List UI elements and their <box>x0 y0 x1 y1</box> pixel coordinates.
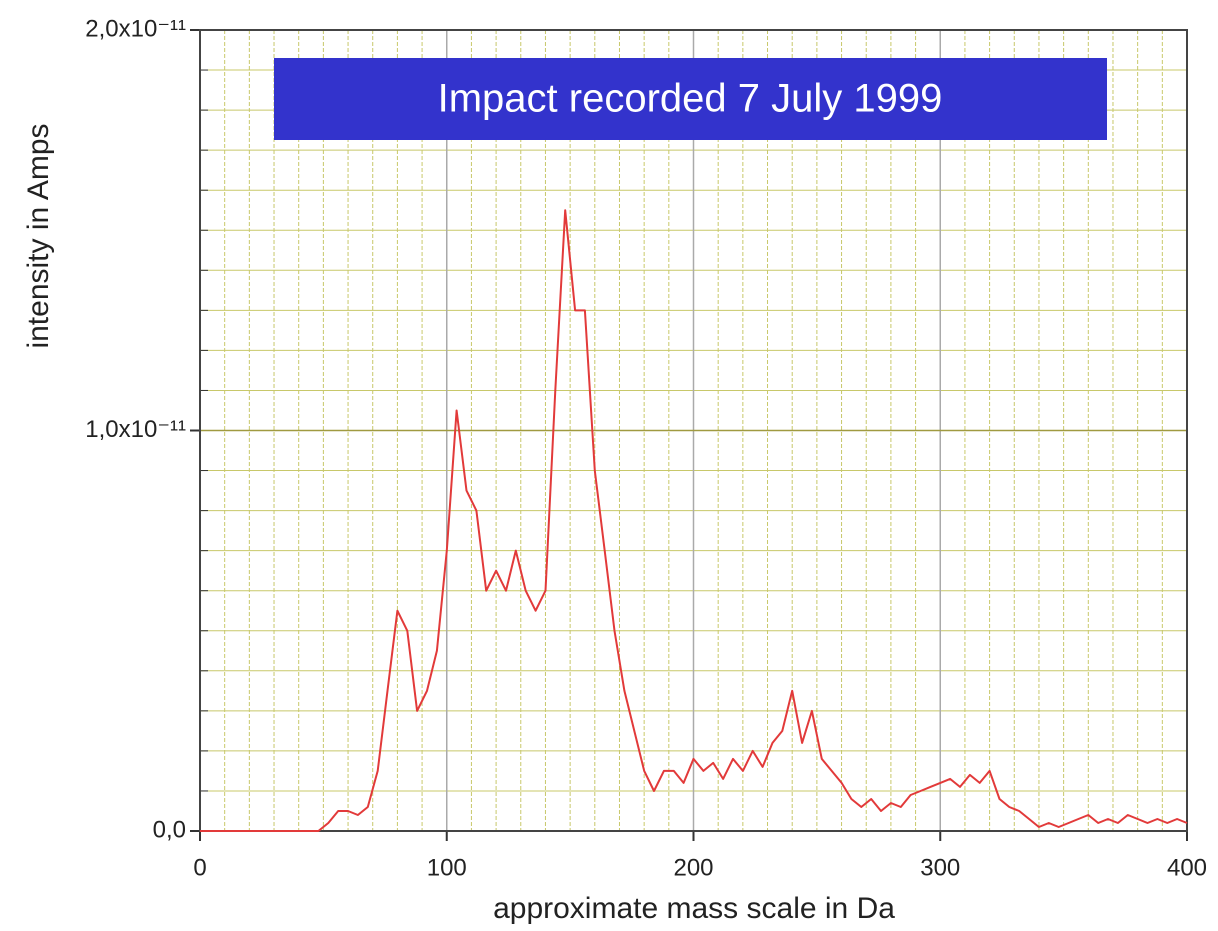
x-tick-label: 400 <box>1167 854 1207 881</box>
y-axis-label: intensity in Amps <box>22 123 55 348</box>
y-tick-label: 1,0x10⁻¹¹ <box>85 416 186 443</box>
x-tick-label: 100 <box>427 854 467 881</box>
plot-frame <box>199 29 1188 832</box>
x-tick-label: 300 <box>920 854 960 881</box>
x-tick-label: 200 <box>673 854 713 881</box>
title-box <box>274 58 1107 140</box>
y-tick-label: 0,0 <box>153 816 186 843</box>
chart-title: Impact recorded 7 July 1999 <box>438 77 943 121</box>
x-axis-label: approximate mass scale in Da <box>493 892 895 925</box>
plot: 0 100 200 300 400 0,0 1,0x10⁻¹¹ 2,0x10⁻¹¹ <box>85 15 1207 881</box>
x-tick-label: 0 <box>193 854 206 881</box>
data-line <box>200 209 1188 832</box>
y-tick-label: 2,0x10⁻¹¹ <box>85 15 186 42</box>
